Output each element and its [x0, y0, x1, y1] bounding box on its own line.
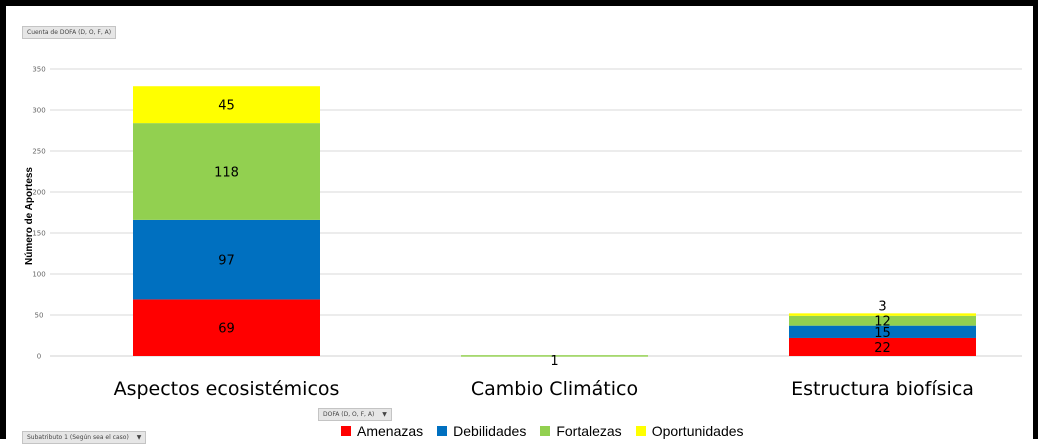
- y-tick-label: 50: [35, 312, 44, 320]
- bar-segment: [133, 219, 320, 300]
- legend-swatch: [437, 426, 448, 436]
- values-field-button[interactable]: Cuenta de DOFA (D, O, F, A): [22, 26, 117, 39]
- legend-field-label: DOFA (D, O, F, A): [323, 411, 375, 418]
- y-axis-title: Número de Aportess: [24, 167, 35, 265]
- x-tick-label: Estructura biofísica: [791, 378, 974, 400]
- bar-segment: [133, 123, 320, 220]
- axis-field-label: Subatributo 1 (Según sea el caso): [27, 434, 129, 441]
- x-tick-label: Aspectos ecosistémicos: [114, 378, 340, 400]
- x-tick-label: Cambio Climático: [471, 378, 638, 400]
- axis-field-button[interactable]: Subatributo 1 (Según sea el caso) ▼: [22, 431, 147, 444]
- legend-swatch: [341, 426, 351, 436]
- legend-swatch: [540, 426, 551, 436]
- bar-segment: [789, 313, 976, 316]
- dropdown-arrow-icon: ▼: [382, 411, 387, 418]
- bar-segment: [133, 299, 320, 356]
- legend-item[interactable]: Oportunidades: [635, 423, 744, 439]
- y-tick-label: 200: [32, 189, 45, 197]
- bar-segment: [461, 355, 648, 357]
- legend-item[interactable]: Fortalezas: [540, 423, 622, 439]
- legend-item[interactable]: Debilidades: [437, 423, 526, 439]
- bar-segment: [789, 325, 976, 338]
- values-field-label: Cuenta de DOFA (D, O, F, A): [27, 29, 112, 36]
- bar-segment: [789, 337, 976, 356]
- y-tick-label: 350: [32, 66, 45, 74]
- legend-label: Oportunidades: [651, 423, 744, 439]
- legend-label: Fortalezas: [556, 423, 622, 439]
- chart-legend: Amenazas Debilidades Fortalezas Oportunidad…: [341, 423, 744, 439]
- y-tick-label: 100: [32, 271, 45, 279]
- y-tick-label: 300: [32, 107, 45, 115]
- y-tick-label: 250: [32, 148, 45, 156]
- data-label: 118: [214, 166, 239, 181]
- legend-field-button[interactable]: DOFA (D, O, F, A) ▼: [318, 408, 392, 421]
- data-label: 12: [874, 315, 891, 330]
- data-label: 22: [874, 341, 891, 356]
- data-label: 15: [874, 326, 891, 341]
- bar-segment: [789, 315, 976, 326]
- chart-plot: 0 50 100 150 200 250 300 350 Número de Aportess 6…: [24, 66, 1022, 400]
- data-label: 69: [218, 322, 235, 337]
- data-label: 97: [218, 254, 235, 269]
- y-tick-label: 150: [32, 230, 45, 238]
- legend-item[interactable]: Amenazas: [341, 423, 423, 439]
- data-label: 3: [878, 299, 886, 314]
- legend-swatch: [635, 426, 646, 436]
- legend-label: Amenazas: [357, 423, 424, 439]
- data-label: 45: [218, 99, 235, 114]
- y-tick-label: 0: [37, 353, 41, 361]
- bar-segment: [133, 86, 320, 124]
- legend-label: Debilidades: [453, 423, 527, 439]
- dropdown-arrow-icon: ▼: [136, 434, 142, 441]
- data-label: 1: [550, 354, 558, 369]
